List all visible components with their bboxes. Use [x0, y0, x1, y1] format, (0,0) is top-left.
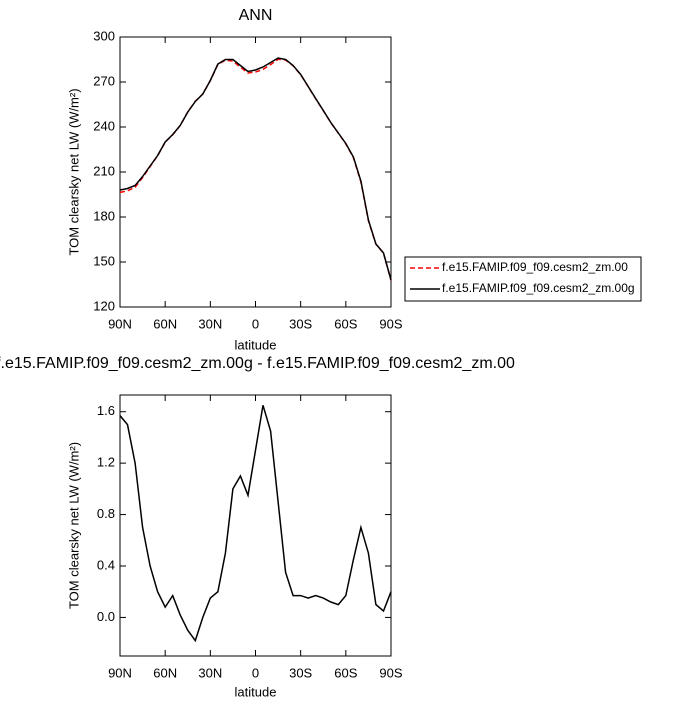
- x-tick-label: 90S: [379, 665, 402, 680]
- y-tick-label: 270: [93, 73, 115, 88]
- y-axis-label: TOM clearsky net LW (W/m²): [66, 88, 81, 255]
- data-line: [119, 58, 392, 281]
- x-tick-label: 60N: [153, 316, 177, 331]
- y-tick-label: 0.8: [97, 506, 115, 521]
- legend-label: f.e15.FAMIP.f09_f09.cesm2_zm.00g: [442, 281, 635, 295]
- chart-title: f.e15.FAMIP.f09_f09.cesm2_zm.00g - f.e15…: [0, 355, 515, 372]
- y-tick-label: 1.6: [97, 403, 115, 418]
- legend-label: f.e15.FAMIP.f09_f09.cesm2_zm.00: [442, 260, 628, 274]
- data-line: [119, 405, 392, 643]
- y-tick-label: 120: [93, 298, 115, 313]
- x-tick-label: 30N: [198, 316, 222, 331]
- y-tick-label: 1.2: [97, 455, 115, 470]
- chart-title: ANN: [239, 7, 273, 24]
- x-tick-label: 30N: [198, 665, 222, 680]
- x-tick-label: 60N: [153, 665, 177, 680]
- x-axis-label: latitude: [235, 337, 277, 352]
- x-tick-label: 90N: [108, 316, 132, 331]
- data-line: [119, 57, 392, 281]
- y-tick-label: 300: [93, 28, 115, 43]
- y-tick-label: 0.0: [97, 609, 115, 624]
- x-tick-label: 90N: [108, 665, 132, 680]
- x-tick-label: 60S: [334, 665, 357, 680]
- plot-frame: [119, 36, 392, 308]
- y-axis-label: TOM clearsky net LW (W/m²): [66, 442, 81, 609]
- x-tick-label: 90S: [379, 316, 402, 331]
- y-tick-label: 180: [93, 208, 115, 223]
- y-tick-label: 0.4: [97, 557, 115, 572]
- x-tick-label: 60S: [334, 316, 357, 331]
- y-tick-label: 150: [93, 253, 115, 268]
- plot-frame: [119, 394, 392, 657]
- legend-box: [404, 256, 642, 302]
- y-tick-label: 210: [93, 163, 115, 178]
- x-tick-label: 0: [252, 316, 259, 331]
- y-tick-label: 240: [93, 118, 115, 133]
- x-axis-label: latitude: [235, 684, 277, 699]
- x-tick-label: 0: [252, 665, 259, 680]
- x-tick-label: 30S: [289, 316, 312, 331]
- x-tick-label: 30S: [289, 665, 312, 680]
